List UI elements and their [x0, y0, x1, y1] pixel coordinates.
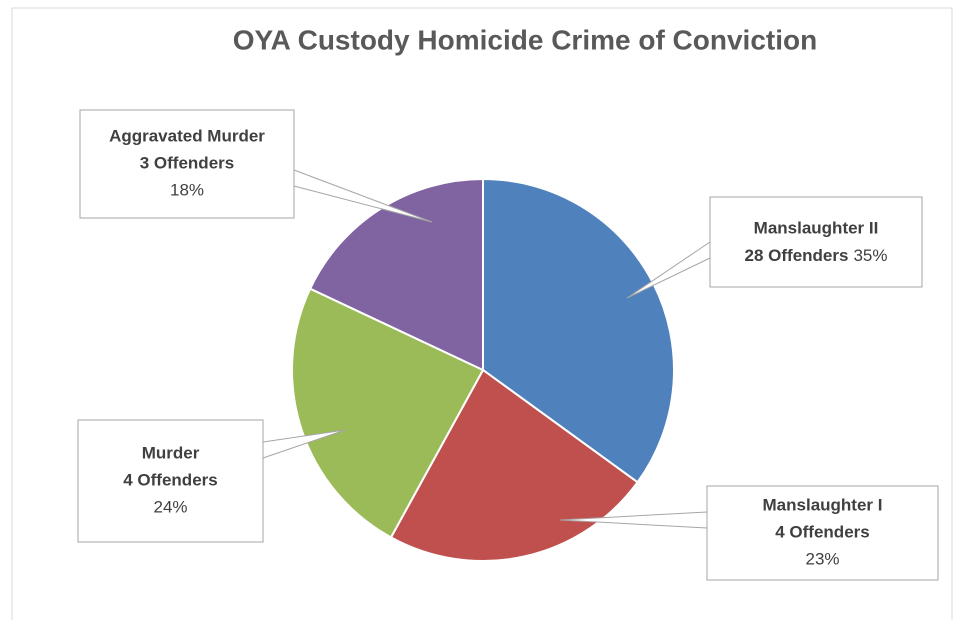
labels: Manslaughter II 28 Offenders 35% Manslaught…	[77, 109, 939, 581]
value-label: 35%	[853, 246, 887, 265]
category-label: Manslaughter I	[763, 495, 883, 514]
leader-line	[293, 169, 433, 223]
category-label: Murder	[142, 443, 200, 462]
category-label: Manslaughter II	[754, 218, 879, 237]
value-label: 18%	[170, 180, 204, 199]
value-label: 23%	[805, 549, 839, 568]
leader-line	[626, 241, 711, 299]
leader-line	[559, 511, 708, 529]
pie-slice	[389, 368, 639, 562]
offender-label: 28 Offenders	[745, 246, 849, 265]
category-label: Aggravated Murder	[109, 126, 265, 145]
pie	[291, 177, 675, 562]
label-line: 28 Offenders 35%	[745, 246, 888, 265]
offender-label: 3 Offenders	[140, 153, 234, 172]
value-label: 24%	[153, 497, 187, 516]
label-box	[79, 109, 295, 219]
label-box	[77, 419, 264, 543]
offender-label: 4 Offenders	[775, 522, 869, 541]
label-box	[706, 485, 939, 581]
leader-line	[262, 429, 346, 459]
label-box	[709, 196, 923, 288]
offender-label: 4 Offenders	[123, 470, 217, 489]
pie-slice	[291, 287, 485, 539]
chart-title: OYA Custody Homicide Crime of Conviction	[233, 24, 817, 55]
